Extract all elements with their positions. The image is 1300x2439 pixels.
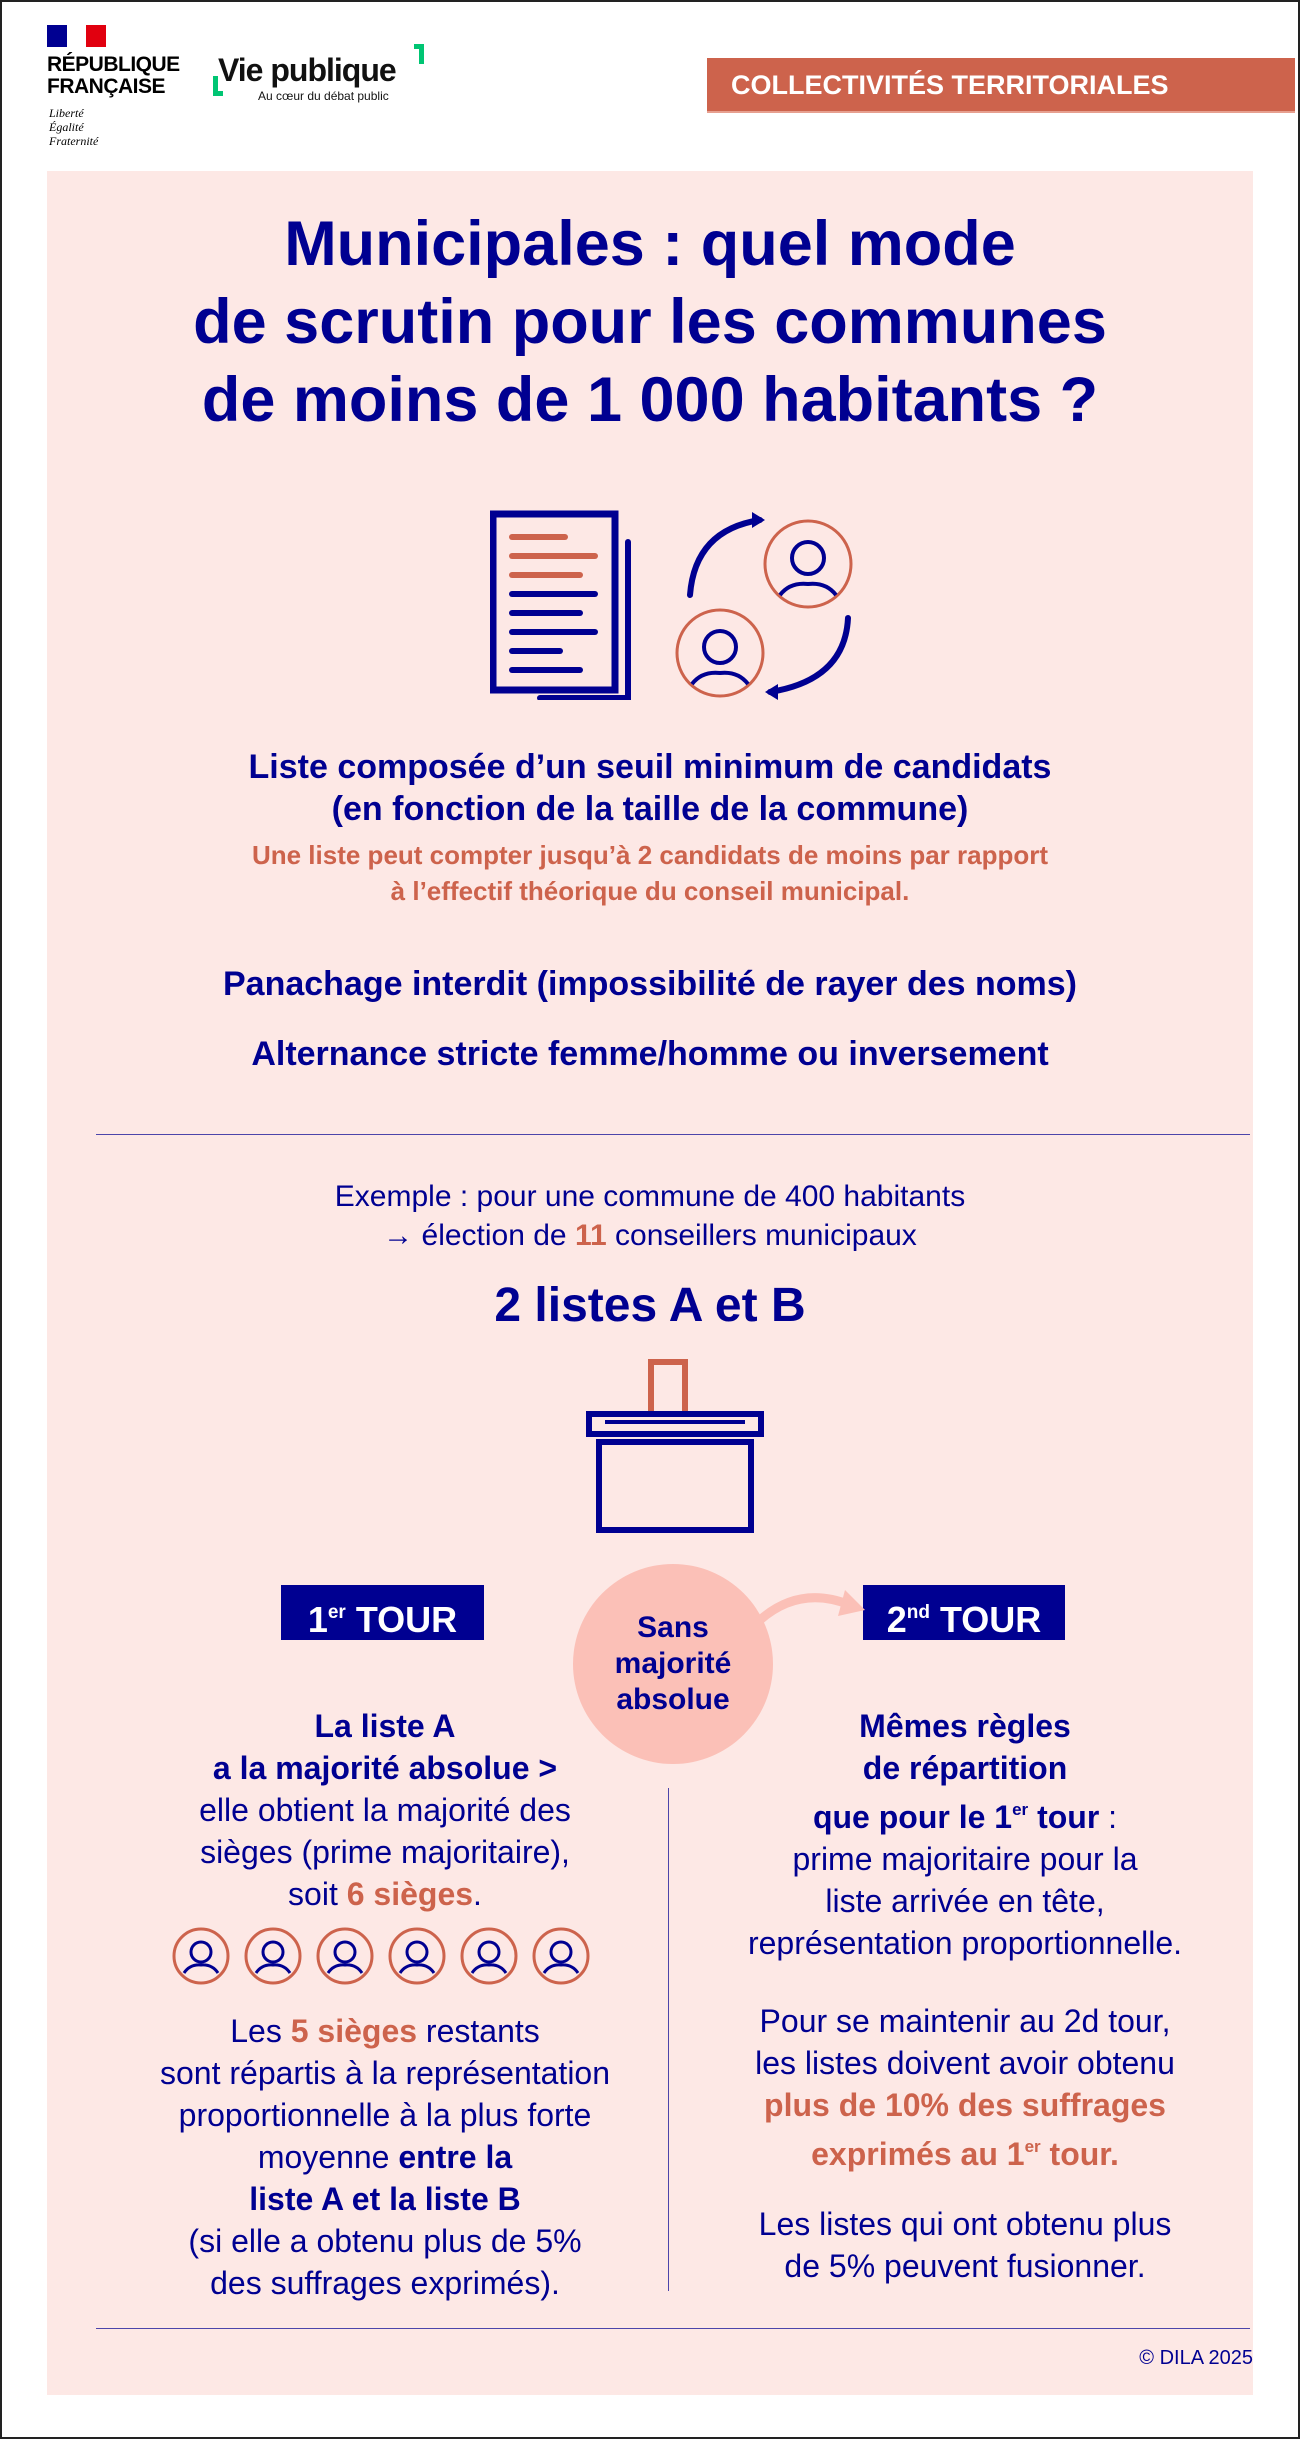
lists-heading: 2 listes A et B: [494, 1279, 806, 1332]
arrow-right-icon: [757, 1590, 865, 1624]
seat-icons: [170, 1925, 592, 1992]
list-rule: Liste composée d’un seuil minimum de can…: [248, 748, 1052, 828]
brand-tagline: Au cœur du débat public: [258, 89, 389, 103]
seat-icon: [530, 1925, 592, 1992]
content-panel: [47, 171, 1253, 2395]
page-title: Municipales : quel mode de scrutin pour l…: [193, 209, 1107, 435]
round1-description: La liste A a la majorité absolue > elle …: [199, 1708, 571, 1912]
candidate-icon: [763, 519, 853, 609]
arrow-icon: [767, 615, 851, 695]
seat-icon: [386, 1925, 448, 1992]
devise: Liberté Égalité Fraternité: [49, 106, 99, 148]
ballot-box-icon: [586, 1359, 764, 1533]
marianne-logo: [47, 25, 107, 47]
round2-description: Mêmes règles de répartition que pour le …: [747, 1708, 1183, 1961]
seat-icon: [242, 1925, 304, 1992]
brand-bracket-icon: [213, 76, 223, 96]
seat-icon: [458, 1925, 520, 1992]
divider: [96, 1134, 1250, 1135]
panachage-rule: Panachage interdit (impossibilité de ray…: [222, 965, 1078, 1003]
document-icon: [490, 510, 631, 700]
seat-icon: [314, 1925, 376, 1992]
round2-badge: 2nd TOUR: [863, 1585, 1065, 1640]
copyright: © DILA 2025: [1139, 2347, 1253, 2369]
arrow-icon: [687, 517, 763, 598]
round1-distribution: Les 5 sièges restants sont répartis à la…: [159, 2013, 611, 2301]
list-swap-illustration: [490, 510, 853, 700]
round2-merge: Les listes qui ont obtenu plus de 5% peu…: [758, 2206, 1172, 2284]
seat-icon: [170, 1925, 232, 1992]
alternance-rule: Alternance stricte femme/homme ou invers…: [251, 1035, 1049, 1073]
no-majority-bubble: Sans majorité absolue: [573, 1564, 773, 1764]
column-divider: [668, 1788, 669, 2291]
round2-threshold: Pour se maintenir au 2d tour, les listes…: [755, 2003, 1175, 2172]
brand-bracket-icon: [414, 44, 424, 64]
list-note: Une liste peut compter jusqu’à 2 candida…: [251, 840, 1049, 906]
round1-badge: 1er TOUR: [281, 1585, 484, 1640]
candidate-icon: [675, 608, 765, 698]
category-banner: COLLECTIVITÉS TERRITORIALES: [707, 58, 1295, 113]
example-text: Exemple : pour une commune de 400 habita…: [334, 1180, 966, 1252]
vie-publique-logo: Vie publique: [218, 52, 397, 88]
divider: [96, 2328, 1250, 2329]
republique-francaise-logo: RÉPUBLIQUE FRANÇAISE: [47, 53, 180, 98]
